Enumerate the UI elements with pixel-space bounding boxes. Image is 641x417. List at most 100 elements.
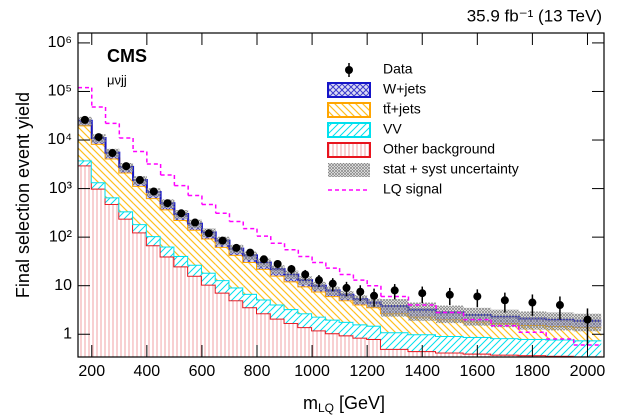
legend-label: Data xyxy=(383,61,413,77)
histogram-bar xyxy=(146,245,161,357)
data-point xyxy=(149,187,158,196)
histogram-bar xyxy=(229,254,244,288)
uncertainty-band xyxy=(463,307,492,326)
y-tick-label: 10² xyxy=(49,228,73,245)
histogram-bar xyxy=(78,160,92,166)
histogram-bar xyxy=(353,337,368,357)
legend: Data W+jets tt̄+jets VV Other background stat… xyxy=(327,61,519,197)
x-tick-label: 1600 xyxy=(460,363,496,380)
legend-label: Other background xyxy=(383,141,495,157)
histogram-bar xyxy=(160,256,175,357)
histogram-bar xyxy=(188,229,202,265)
histogram-bar xyxy=(146,198,161,237)
histogram-bar xyxy=(325,319,340,334)
histogram-bar xyxy=(91,182,106,189)
data-point xyxy=(528,298,537,307)
histogram-bar xyxy=(298,286,313,314)
histogram-bar xyxy=(257,299,271,314)
histogram-bar xyxy=(325,296,340,320)
y-tick-label: 10 xyxy=(54,277,72,294)
x-tick-label: 1800 xyxy=(515,363,551,380)
histogram-bar xyxy=(380,348,409,357)
data-point xyxy=(583,315,592,324)
histogram-bar xyxy=(119,218,134,357)
x-axis-label: mLQ [GeV] xyxy=(303,393,385,415)
histogram-bar xyxy=(105,197,120,205)
y-axis-label: Final selection event yield xyxy=(13,92,33,298)
histogram-bar xyxy=(201,272,216,285)
histogram-bar xyxy=(174,255,189,267)
legend-label: tt̄+jets xyxy=(383,101,421,117)
histogram-bar xyxy=(339,321,354,336)
x-tick-label: 600 xyxy=(189,363,216,380)
histogram-bar xyxy=(380,313,409,333)
histogram-bar xyxy=(339,335,354,357)
histogram-bar xyxy=(491,338,519,355)
uncertainty-band xyxy=(546,312,574,331)
histogram-bar xyxy=(133,185,147,225)
histogram-bar xyxy=(284,323,299,357)
data-point xyxy=(555,301,564,310)
histogram-bar xyxy=(257,313,271,357)
y-tick-label: 10⁴ xyxy=(47,131,72,148)
histogram-bar xyxy=(325,333,340,357)
histogram-bar xyxy=(229,287,244,301)
histogram-bar xyxy=(105,158,120,198)
uncertainty-band xyxy=(436,305,464,324)
histogram-bar xyxy=(133,224,147,233)
data-point xyxy=(273,259,282,268)
plot-frame xyxy=(77,32,605,358)
data-point xyxy=(108,149,117,158)
histogram-bar xyxy=(436,319,464,337)
y-tick-label: 1 xyxy=(63,325,72,342)
histogram-bar xyxy=(201,284,216,357)
histogram-bar xyxy=(312,291,326,317)
legend-label: stat + syst uncertainty xyxy=(383,161,519,177)
histogram-bar xyxy=(91,188,106,357)
histogram-bar xyxy=(353,304,368,325)
data-point xyxy=(232,243,241,252)
legend-swatch xyxy=(327,82,371,98)
y-tick-label: 10³ xyxy=(49,180,73,197)
data-point xyxy=(177,209,186,218)
y-tick-label: 10⁵ xyxy=(48,83,72,100)
legend-marker xyxy=(345,66,353,74)
histogram-bar xyxy=(243,293,258,308)
uncertainty-band xyxy=(518,311,547,330)
data-point xyxy=(246,248,255,257)
histogram-bar xyxy=(339,300,354,322)
histogram-bar xyxy=(408,316,437,335)
data-point xyxy=(287,265,296,274)
histogram-bar xyxy=(380,332,409,349)
histogram-bar xyxy=(174,266,189,357)
histogram-bar xyxy=(215,246,230,281)
histogram-bar xyxy=(367,307,381,326)
histogram-bar xyxy=(312,330,326,357)
data-point xyxy=(328,279,337,288)
data-point xyxy=(418,289,427,298)
histogram-bar xyxy=(367,325,381,339)
data-point xyxy=(163,199,172,208)
x-tick-label: 800 xyxy=(244,363,271,380)
data-point xyxy=(204,229,213,238)
histogram-bar xyxy=(284,309,299,324)
histogram-bar xyxy=(188,275,202,357)
histogram-bar xyxy=(546,339,574,356)
data-point xyxy=(473,292,482,301)
data-point xyxy=(122,162,131,171)
data-point xyxy=(445,290,454,299)
histogram-bar xyxy=(215,292,230,357)
histogram-bar xyxy=(188,264,202,276)
legend-swatch xyxy=(327,122,371,138)
x-tick-label: 1000 xyxy=(294,363,330,380)
x-label-subscript: LQ xyxy=(318,401,334,415)
histogram-bar xyxy=(174,219,189,256)
legend-swatch xyxy=(328,163,370,177)
histogram-bar xyxy=(160,246,175,257)
histogram-bar xyxy=(229,300,244,357)
histogram-bar xyxy=(270,304,285,319)
histogram-bar xyxy=(78,125,92,161)
legend-swatch xyxy=(327,102,371,118)
data-point xyxy=(301,270,310,279)
